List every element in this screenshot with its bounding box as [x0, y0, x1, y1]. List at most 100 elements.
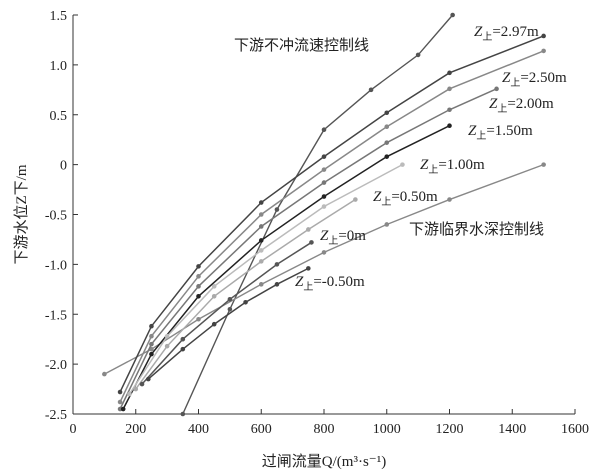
data-point: [368, 87, 374, 93]
y-tick-label: -1.0: [45, 258, 67, 273]
data-point: [258, 200, 264, 205]
data-point: [321, 194, 327, 199]
axes: 0 200 400 600 800 1000 1200 1400 1600 -2.5 -2.0 -1.…: [13, 9, 589, 470]
data-point: [306, 266, 311, 271]
series-label: Z上=2.00m: [489, 96, 554, 115]
data-point: [447, 197, 452, 202]
data-point: [321, 180, 327, 185]
label-layer: Z上=2.97m Z上=2.50m Z上=2.00m Z上=1.50m Z上=1.00m…: [234, 24, 567, 293]
data-point: [211, 321, 217, 327]
series-layer: [102, 12, 546, 417]
data-point: [258, 248, 264, 253]
series: [117, 48, 546, 405]
data-point: [415, 52, 421, 58]
data-point: [211, 293, 217, 299]
data-point: [400, 162, 405, 167]
series: [133, 197, 358, 392]
x-axis-title: 过闸流量Q/(m³·s⁻¹): [262, 453, 386, 470]
data-point: [274, 282, 280, 287]
data-point: [227, 306, 233, 312]
data-point: [321, 167, 327, 172]
series-label: Z上=2.97m: [474, 24, 539, 43]
data-point: [180, 411, 186, 417]
y-tick-label: -2.5: [45, 408, 67, 423]
y-tick-label: -0.5: [45, 209, 67, 224]
series-line: [119, 88, 497, 410]
series: [120, 123, 452, 412]
data-point: [541, 48, 546, 54]
x-tick-label: 1000: [373, 422, 401, 437]
data-point: [117, 389, 123, 395]
data-point: [447, 70, 452, 76]
data-point: [196, 284, 201, 289]
data-point: [541, 162, 546, 167]
y-tick-label: 0: [60, 159, 67, 174]
data-point: [180, 336, 186, 342]
x-tick-label: 400: [188, 422, 209, 437]
data-point: [149, 341, 154, 347]
series: [117, 33, 546, 395]
x-tick-label: 200: [125, 422, 146, 437]
data-point: [211, 284, 217, 289]
data-point: [384, 222, 390, 227]
series-label: Z上=2.50m: [502, 70, 567, 89]
data-point: [120, 406, 126, 412]
y-tick-label: 1.5: [50, 9, 68, 24]
y-tick-label: -1.5: [45, 308, 67, 323]
data-point: [164, 343, 170, 349]
y-axis-title: 下游水位Z下/m: [13, 164, 30, 264]
x-tick-label: 800: [314, 422, 335, 437]
control-line-label: 下游临界水深控制线: [409, 221, 544, 238]
x-tick-label: 600: [251, 422, 272, 437]
data-point: [243, 299, 248, 305]
control-line-label: 下游不冲流速控制线: [234, 37, 369, 54]
data-point: [447, 86, 452, 92]
series-line: [119, 50, 544, 403]
series-line: [119, 35, 544, 393]
data-point: [102, 371, 107, 377]
data-point: [321, 250, 327, 255]
series-line: [135, 198, 356, 390]
data-point: [384, 110, 390, 116]
data-point: [321, 127, 327, 133]
data-point: [117, 399, 123, 405]
data-point: [274, 262, 280, 267]
data-point: [196, 316, 201, 322]
data-point: [196, 274, 201, 279]
data-point: [139, 381, 145, 387]
data-point: [258, 212, 264, 217]
data-point: [180, 346, 186, 352]
series-line: [122, 125, 450, 410]
data-point: [494, 86, 499, 92]
data-point: [321, 154, 327, 159]
data-point: [164, 333, 170, 339]
data-point: [384, 140, 390, 145]
data-point: [541, 33, 546, 39]
data-point: [149, 351, 154, 357]
data-point: [127, 391, 132, 397]
series-label: Z上=1.50m: [468, 123, 533, 142]
data-point: [321, 204, 327, 209]
data-point: [384, 124, 390, 130]
series: [139, 240, 314, 387]
data-point: [274, 207, 280, 212]
data-point: [149, 333, 154, 339]
data-point: [447, 107, 452, 113]
x-tick-label: 1200: [436, 422, 464, 437]
series-label: Z上=1.00m: [420, 157, 485, 176]
data-point: [133, 386, 139, 392]
x-tick-label: 1600: [561, 422, 589, 437]
data-point: [353, 197, 358, 202]
series-label: Z上=0m: [320, 228, 366, 247]
data-point: [309, 240, 314, 245]
x-tick-label: 0: [70, 422, 77, 437]
data-point: [146, 376, 151, 382]
data-point: [447, 123, 452, 129]
data-point: [196, 293, 201, 299]
y-tick-label: 1.0: [50, 59, 68, 74]
data-point: [149, 323, 154, 329]
data-point: [306, 227, 311, 232]
x-tick-label: 1400: [498, 422, 526, 437]
data-point: [227, 296, 233, 302]
